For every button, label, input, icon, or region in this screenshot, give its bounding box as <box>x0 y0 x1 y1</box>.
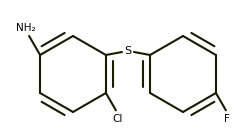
Text: NH₂: NH₂ <box>16 23 36 33</box>
Text: F: F <box>223 114 229 124</box>
Text: S: S <box>124 46 131 56</box>
Text: Cl: Cl <box>112 114 123 124</box>
